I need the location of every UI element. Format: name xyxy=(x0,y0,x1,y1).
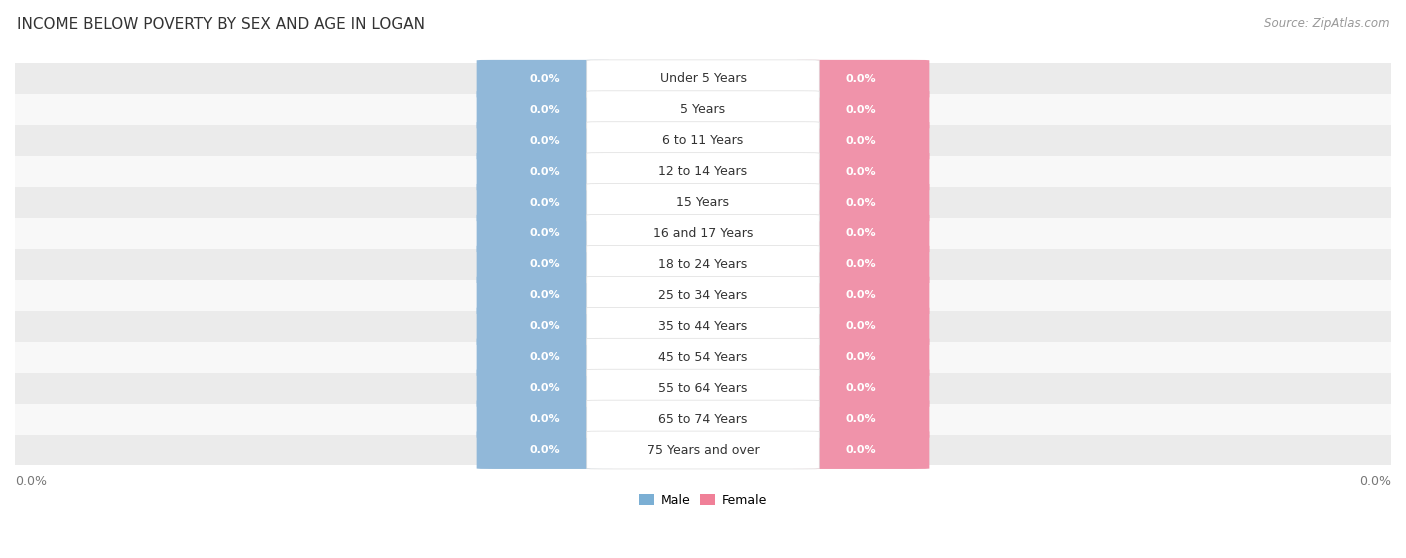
Text: 35 to 44 Years: 35 to 44 Years xyxy=(658,320,748,333)
FancyBboxPatch shape xyxy=(586,91,820,129)
Text: 15 Years: 15 Years xyxy=(676,196,730,209)
Bar xyxy=(15,280,1391,311)
FancyBboxPatch shape xyxy=(586,215,820,252)
FancyBboxPatch shape xyxy=(793,246,929,283)
Text: 0.0%: 0.0% xyxy=(530,105,560,115)
FancyBboxPatch shape xyxy=(793,153,929,190)
FancyBboxPatch shape xyxy=(586,400,820,438)
FancyBboxPatch shape xyxy=(793,369,929,407)
FancyBboxPatch shape xyxy=(477,184,613,222)
FancyBboxPatch shape xyxy=(586,276,820,314)
FancyBboxPatch shape xyxy=(793,215,929,252)
FancyBboxPatch shape xyxy=(793,91,929,129)
Text: 0.0%: 0.0% xyxy=(530,445,560,455)
FancyBboxPatch shape xyxy=(793,307,929,345)
FancyBboxPatch shape xyxy=(477,431,613,469)
Bar xyxy=(15,218,1391,249)
FancyBboxPatch shape xyxy=(477,60,613,98)
Bar xyxy=(15,125,1391,156)
Bar xyxy=(15,249,1391,280)
Text: 0.0%: 0.0% xyxy=(530,228,560,238)
Text: 55 to 64 Years: 55 to 64 Years xyxy=(658,382,748,395)
Bar xyxy=(15,341,1391,373)
FancyBboxPatch shape xyxy=(586,307,820,345)
FancyBboxPatch shape xyxy=(477,307,613,345)
Text: 6 to 11 Years: 6 to 11 Years xyxy=(662,134,744,147)
FancyBboxPatch shape xyxy=(477,276,613,314)
FancyBboxPatch shape xyxy=(793,431,929,469)
FancyBboxPatch shape xyxy=(586,60,820,98)
FancyBboxPatch shape xyxy=(586,184,820,222)
Text: 0.0%: 0.0% xyxy=(846,105,876,115)
Text: 0.0%: 0.0% xyxy=(530,290,560,300)
Text: 0.0%: 0.0% xyxy=(846,321,876,331)
Text: Source: ZipAtlas.com: Source: ZipAtlas.com xyxy=(1264,17,1389,30)
Bar xyxy=(15,311,1391,341)
FancyBboxPatch shape xyxy=(793,60,929,98)
Legend: Male, Female: Male, Female xyxy=(634,488,772,512)
Text: 0.0%: 0.0% xyxy=(846,167,876,177)
Text: 0.0%: 0.0% xyxy=(846,198,876,208)
FancyBboxPatch shape xyxy=(477,91,613,129)
Text: 5 Years: 5 Years xyxy=(681,103,725,116)
Bar xyxy=(15,403,1391,435)
FancyBboxPatch shape xyxy=(477,153,613,190)
Text: 0.0%: 0.0% xyxy=(846,136,876,146)
FancyBboxPatch shape xyxy=(477,246,613,283)
Text: 0.0%: 0.0% xyxy=(846,352,876,362)
Bar xyxy=(15,94,1391,125)
FancyBboxPatch shape xyxy=(477,400,613,438)
Bar xyxy=(15,187,1391,218)
Text: 0.0%: 0.0% xyxy=(1360,475,1391,488)
Bar xyxy=(15,373,1391,403)
FancyBboxPatch shape xyxy=(477,369,613,407)
FancyBboxPatch shape xyxy=(586,431,820,469)
FancyBboxPatch shape xyxy=(793,184,929,222)
Bar xyxy=(15,435,1391,465)
Bar xyxy=(15,156,1391,187)
FancyBboxPatch shape xyxy=(586,246,820,283)
Text: 18 to 24 Years: 18 to 24 Years xyxy=(658,258,748,271)
Text: 0.0%: 0.0% xyxy=(846,445,876,455)
Text: 0.0%: 0.0% xyxy=(530,74,560,84)
FancyBboxPatch shape xyxy=(793,338,929,376)
Text: 0.0%: 0.0% xyxy=(846,290,876,300)
Text: 0.0%: 0.0% xyxy=(530,352,560,362)
FancyBboxPatch shape xyxy=(477,122,613,160)
Text: 0.0%: 0.0% xyxy=(846,228,876,238)
Text: 16 and 17 Years: 16 and 17 Years xyxy=(652,227,754,240)
Text: 65 to 74 Years: 65 to 74 Years xyxy=(658,412,748,426)
Text: 0.0%: 0.0% xyxy=(15,475,46,488)
Text: 0.0%: 0.0% xyxy=(530,259,560,270)
Bar xyxy=(15,64,1391,94)
Text: 25 to 34 Years: 25 to 34 Years xyxy=(658,289,748,302)
Text: 75 Years and over: 75 Years and over xyxy=(647,444,759,456)
Text: 0.0%: 0.0% xyxy=(530,321,560,331)
Text: 0.0%: 0.0% xyxy=(846,414,876,424)
FancyBboxPatch shape xyxy=(586,122,820,160)
Text: 0.0%: 0.0% xyxy=(530,198,560,208)
Text: 12 to 14 Years: 12 to 14 Years xyxy=(658,165,748,178)
FancyBboxPatch shape xyxy=(477,338,613,376)
Text: 0.0%: 0.0% xyxy=(530,167,560,177)
FancyBboxPatch shape xyxy=(793,122,929,160)
Text: 0.0%: 0.0% xyxy=(530,414,560,424)
FancyBboxPatch shape xyxy=(586,153,820,190)
Text: 0.0%: 0.0% xyxy=(846,383,876,393)
Text: Under 5 Years: Under 5 Years xyxy=(659,73,747,85)
Text: 45 to 54 Years: 45 to 54 Years xyxy=(658,351,748,364)
FancyBboxPatch shape xyxy=(477,215,613,252)
Text: INCOME BELOW POVERTY BY SEX AND AGE IN LOGAN: INCOME BELOW POVERTY BY SEX AND AGE IN L… xyxy=(17,17,425,32)
Text: 0.0%: 0.0% xyxy=(846,74,876,84)
Text: 0.0%: 0.0% xyxy=(530,383,560,393)
Text: 0.0%: 0.0% xyxy=(846,259,876,270)
FancyBboxPatch shape xyxy=(793,276,929,314)
FancyBboxPatch shape xyxy=(586,338,820,376)
FancyBboxPatch shape xyxy=(793,400,929,438)
FancyBboxPatch shape xyxy=(586,369,820,407)
Text: 0.0%: 0.0% xyxy=(530,136,560,146)
